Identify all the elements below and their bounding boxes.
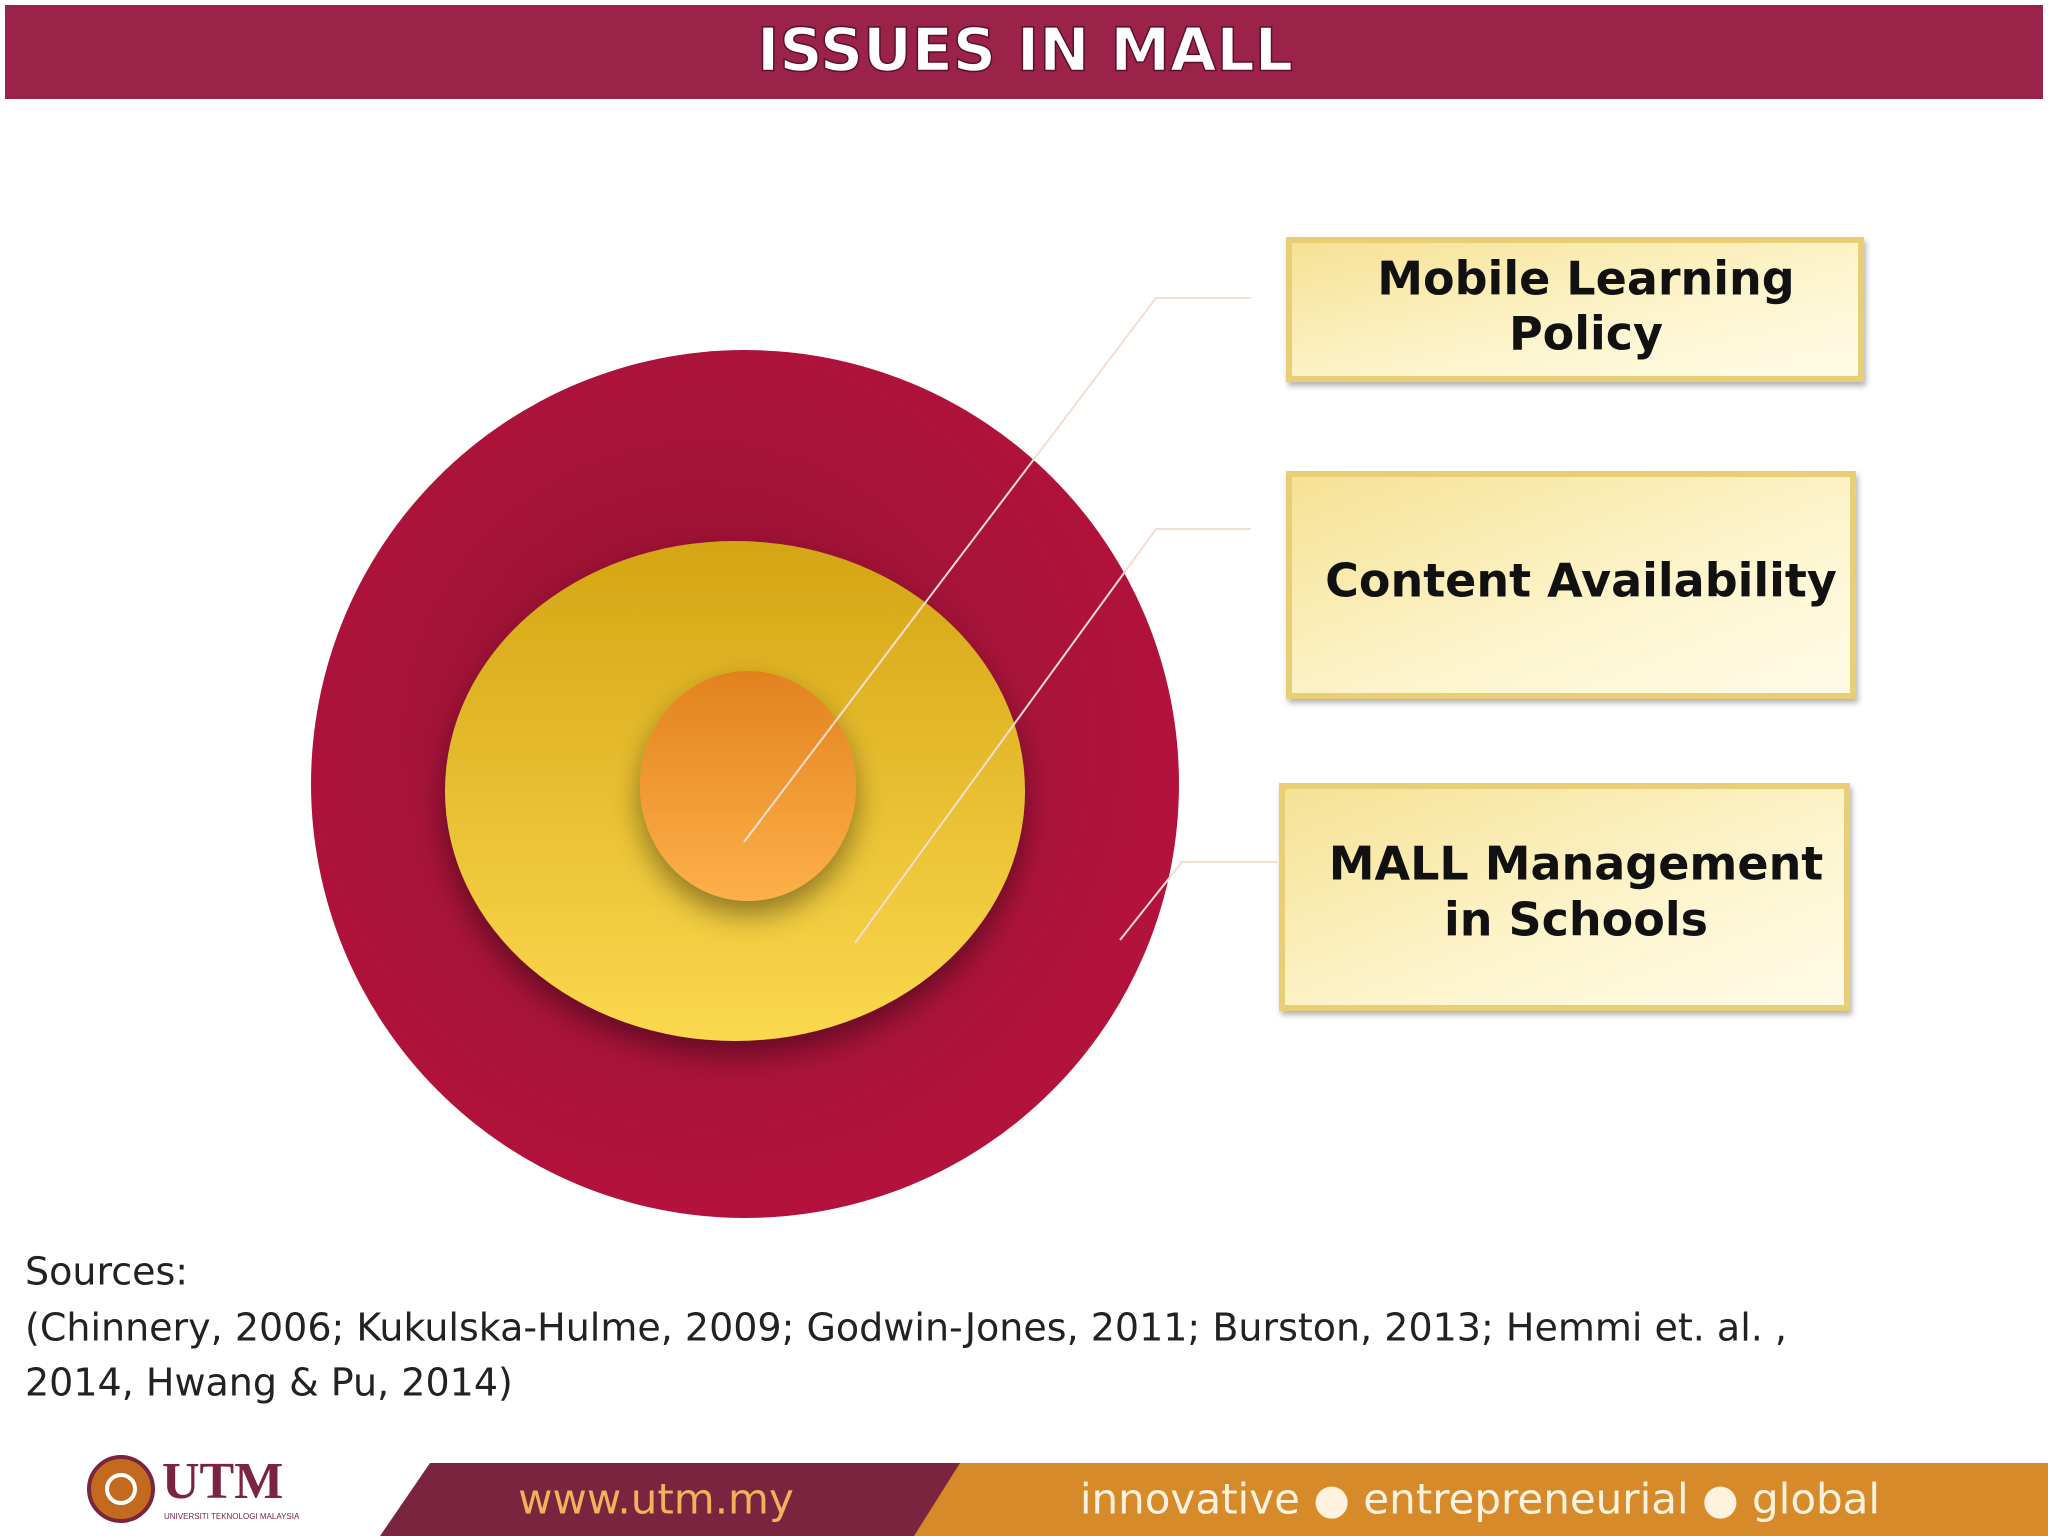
issue-label: Content Availability xyxy=(1325,554,1837,608)
header-bar xyxy=(5,5,2043,99)
issue-box xyxy=(1286,471,1856,699)
footer-url: www.utm.my xyxy=(518,1475,794,1524)
issue-box xyxy=(1286,237,1864,382)
issue-label: Mobile Learning xyxy=(1377,252,1794,306)
inner-circle xyxy=(640,671,856,901)
logo-text: UTM xyxy=(162,1453,283,1510)
issue-box xyxy=(1279,783,1850,1011)
logo-emblem xyxy=(87,1455,155,1523)
connector xyxy=(854,528,1251,944)
issue-label: MALL Management xyxy=(1329,837,1824,891)
connector xyxy=(1119,861,1277,941)
issue-label: in Schools xyxy=(1444,893,1708,947)
issue-label: Policy xyxy=(1509,307,1663,361)
connector xyxy=(743,297,1251,843)
connector-lines xyxy=(743,297,1277,944)
logo-emblem-inner xyxy=(105,1473,137,1505)
sources-label: Sources: xyxy=(25,1250,188,1294)
footer-tagline: innovative ● entrepreneurial ● global xyxy=(1080,1475,1880,1524)
source-line: 2014, Hwang & Pu, 2014) xyxy=(25,1361,513,1405)
footer-accent xyxy=(914,1463,2048,1536)
logo-subtitle: UNIVERSITI TEKNOLOGI MALAYSIA xyxy=(164,1512,300,1521)
source-line: (Chinnery, 2006; Kukulska-Hulme, 2009; G… xyxy=(25,1306,1787,1350)
slide-title: ISSUES IN MALL xyxy=(757,16,1293,86)
